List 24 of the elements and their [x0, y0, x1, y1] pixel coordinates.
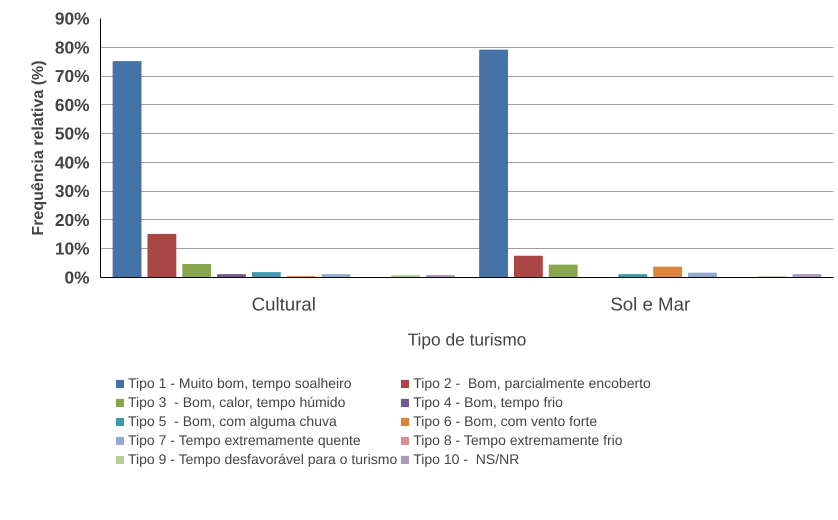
x-axis-title: Tipo de turismo	[408, 330, 526, 350]
legend-label: Tipo 10 - NS/NR	[413, 451, 520, 467]
legend-label: Tipo 8 - Tempo extremamente frio	[413, 432, 623, 448]
x-tick-label: Sol e Mar	[610, 294, 690, 314]
legend-label: Tipo 3 - Bom, calor, tempo húmido	[128, 394, 346, 410]
y-axis-title: Frequência relativa (%)	[30, 60, 47, 236]
y-tick-label: 60%	[54, 94, 90, 115]
y-tick-label: 70%	[54, 66, 90, 86]
legend-label: Tipo 5 - Bom, com alguma chuva	[128, 413, 337, 429]
y-tick-label: 30%	[54, 181, 90, 202]
legend-label: Tipo 9 - Tempo desfavorável para o turismo	[128, 451, 398, 467]
legend-label: Tipo 6 - Bom, com vento forte	[413, 413, 598, 429]
y-tick-label: 0%	[64, 268, 90, 288]
legend-label: Tipo 1 - Muito bom, tempo soalheiro	[128, 375, 352, 391]
legend-label: Tipo 2 - Bom, parcialmente encoberto	[413, 375, 651, 391]
y-tick-label: 20%	[54, 210, 90, 230]
y-tick-label: 90%	[54, 8, 90, 28]
y-tick-label: 40%	[54, 152, 90, 172]
y-tick-label: 10%	[54, 238, 90, 259]
legend-label: Tipo 7 - Tempo extremamente quente	[128, 432, 361, 448]
y-tick-label: 80%	[54, 37, 90, 58]
x-tick-label: Cultural	[252, 294, 316, 314]
y-tick-label: 50%	[54, 124, 90, 144]
legend-label: Tipo 4 - Bom, tempo frio	[413, 394, 563, 410]
